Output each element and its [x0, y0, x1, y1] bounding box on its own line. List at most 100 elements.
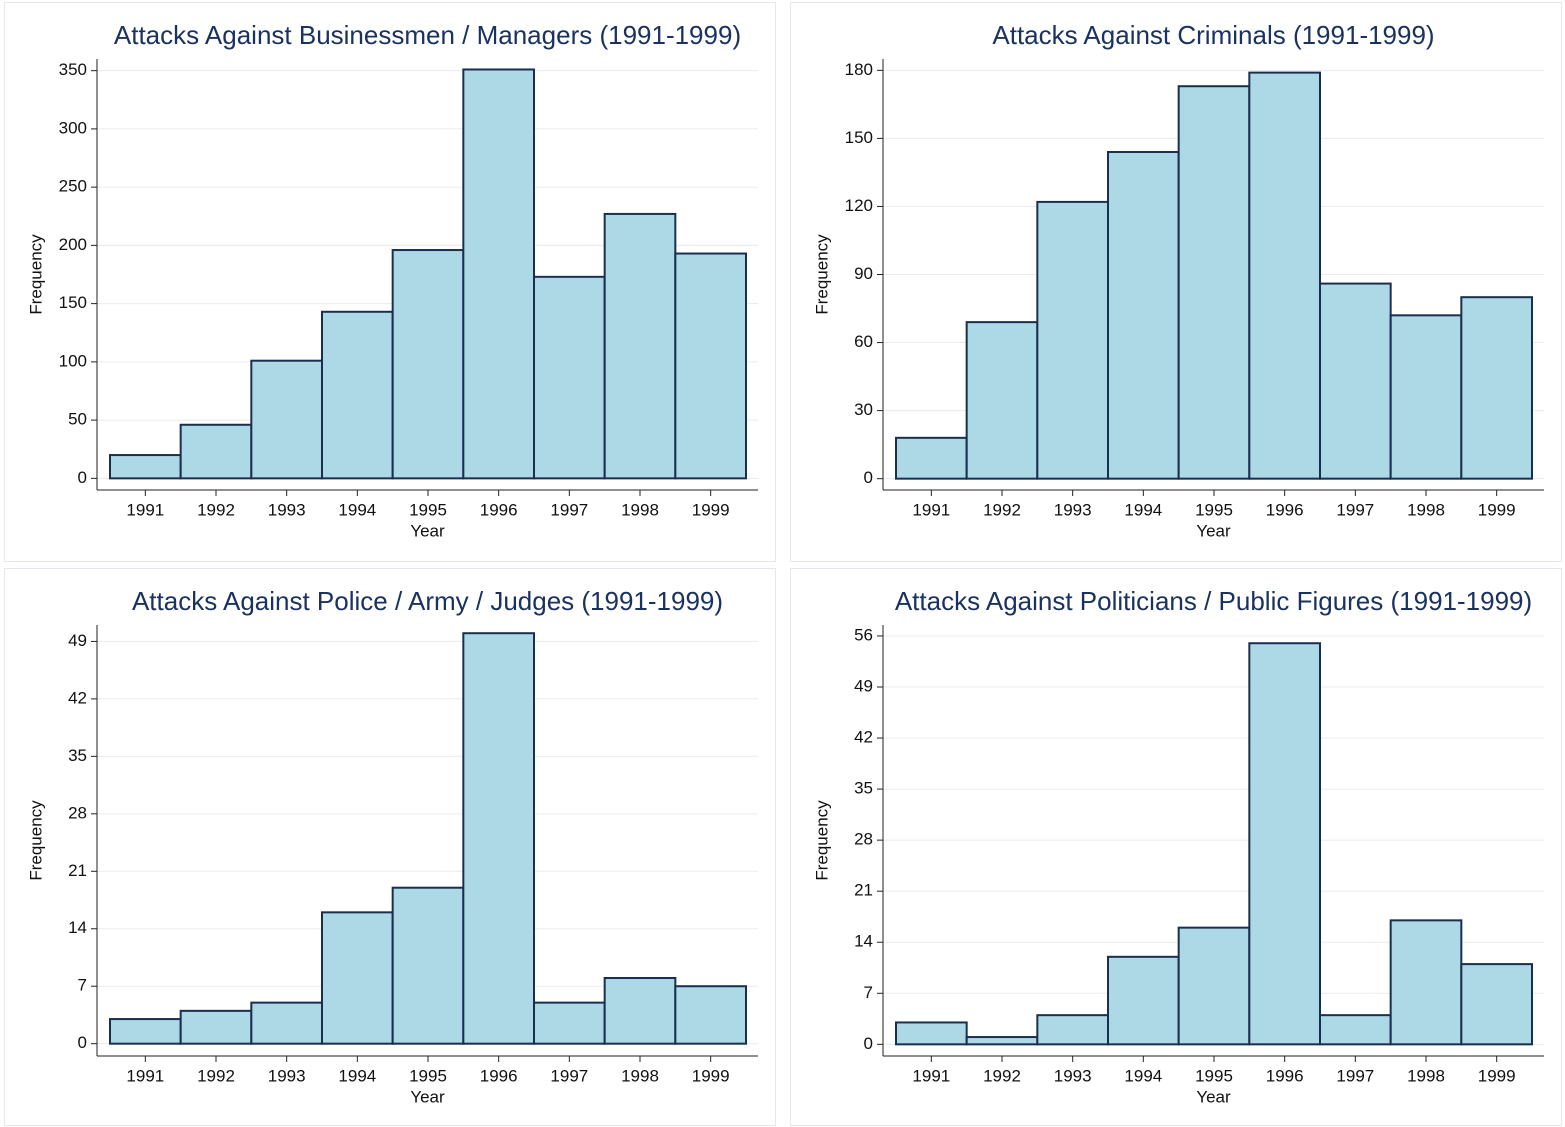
- bar: [1036, 1014, 1109, 1046]
- y-tick-label: 30: [854, 400, 873, 419]
- bar: [109, 454, 182, 480]
- bar: [895, 1021, 968, 1046]
- y-tick-label: 150: [845, 128, 873, 147]
- x-tick-label: 1997: [1336, 1066, 1374, 1085]
- y-tick-label: 42: [854, 728, 873, 747]
- x-tick-label: 1993: [1054, 500, 1092, 519]
- x-tick-label: 1992: [197, 1066, 235, 1085]
- bar: [1177, 85, 1251, 480]
- x-tick-label: 1993: [1054, 1066, 1092, 1085]
- x-tick-label: 1996: [1266, 500, 1304, 519]
- chart-title: Attacks Against Businessmen / Managers (…: [114, 20, 741, 50]
- y-tick-label: 120: [845, 196, 873, 215]
- bar: [391, 249, 465, 480]
- y-axis-label: Frequency: [26, 234, 45, 315]
- bar: [1248, 642, 1322, 1046]
- chart-panel: Attacks Against Businessmen / Managers (…: [4, 2, 776, 562]
- x-tick-label: 1996: [480, 1066, 518, 1085]
- bar: [462, 68, 536, 480]
- x-axis-label: Year: [410, 1087, 445, 1106]
- bar: [462, 632, 536, 1045]
- y-tick-label: 56: [854, 625, 873, 644]
- y-axis-label: Frequency: [812, 234, 831, 315]
- chart-title: Attacks Against Police / Army / Judges (…: [132, 586, 723, 616]
- bar: [895, 436, 968, 480]
- y-tick-label: 0: [78, 468, 87, 487]
- y-tick-label: 42: [68, 688, 87, 707]
- y-tick-label: 60: [854, 332, 873, 351]
- y-tick-label: 300: [59, 118, 87, 137]
- bar: [674, 252, 747, 480]
- bar: [1248, 71, 1322, 480]
- bar: [1460, 296, 1533, 480]
- bar: [965, 321, 1039, 480]
- bar: [1319, 1014, 1392, 1046]
- y-tick-label: 14: [68, 918, 87, 937]
- x-tick-label: 1994: [1124, 500, 1162, 519]
- y-tick-label: 28: [68, 803, 87, 822]
- bar: [109, 1018, 182, 1045]
- y-tick-label: 50: [68, 410, 87, 429]
- chart-title: Attacks Against Criminals (1991-1999): [992, 20, 1434, 50]
- x-tick-label: 1992: [983, 500, 1021, 519]
- x-tick-label: 1999: [1478, 500, 1516, 519]
- x-tick-label: 1999: [692, 500, 730, 519]
- bar: [674, 985, 747, 1045]
- x-tick-label: 1997: [1336, 500, 1374, 519]
- x-tick-label: 1994: [338, 1066, 376, 1085]
- x-tick-label: 1991: [912, 500, 950, 519]
- y-tick-label: 28: [854, 830, 873, 849]
- y-tick-label: 21: [854, 881, 873, 900]
- y-tick-label: 49: [854, 676, 873, 695]
- x-tick-label: 1991: [912, 1066, 950, 1085]
- bar: [391, 886, 465, 1045]
- y-tick-label: 0: [864, 1034, 873, 1053]
- x-tick-label: 1991: [126, 1066, 164, 1085]
- bar: [1107, 955, 1180, 1046]
- x-tick-label: 1996: [480, 500, 518, 519]
- x-tick-label: 1996: [1266, 1066, 1304, 1085]
- x-tick-label: 1992: [197, 500, 235, 519]
- x-tick-label: 1998: [1407, 500, 1445, 519]
- bar: [603, 212, 677, 480]
- y-tick-label: 49: [68, 631, 87, 650]
- x-tick-label: 1995: [1195, 1066, 1233, 1085]
- x-tick-label: 1993: [268, 500, 306, 519]
- chart-panel: Attacks Against Criminals (1991-1999) 0 30…: [790, 2, 1562, 562]
- bar: [179, 423, 253, 480]
- x-tick-label: 1998: [621, 500, 659, 519]
- bar: [1177, 926, 1251, 1046]
- x-tick-label: 1998: [621, 1066, 659, 1085]
- x-axis-label: Year: [410, 521, 445, 540]
- bar: [1319, 282, 1392, 480]
- x-tick-label: 1994: [1124, 1066, 1162, 1085]
- y-tick-label: 180: [845, 60, 873, 79]
- y-tick-label: 90: [854, 264, 873, 283]
- y-tick-label: 35: [68, 746, 87, 765]
- y-axis-label: Frequency: [26, 800, 45, 881]
- bar: [1036, 200, 1109, 480]
- x-tick-label: 1998: [1407, 1066, 1445, 1085]
- bar: [1107, 151, 1180, 480]
- bar: [250, 359, 323, 480]
- x-axis-label: Year: [1196, 1087, 1231, 1106]
- x-tick-label: 1999: [692, 1066, 730, 1085]
- bar: [321, 310, 394, 480]
- bar: [603, 977, 677, 1045]
- bar: [1460, 963, 1533, 1046]
- y-tick-label: 200: [59, 235, 87, 254]
- chart-panel: Attacks Against Police / Army / Judges (…: [4, 568, 776, 1126]
- x-tick-label: 1991: [126, 500, 164, 519]
- x-axis-label: Year: [1196, 521, 1231, 540]
- x-tick-label: 1995: [1195, 500, 1233, 519]
- x-tick-label: 1997: [550, 500, 588, 519]
- y-tick-label: 0: [864, 468, 873, 487]
- y-tick-label: 250: [59, 177, 87, 196]
- chart-panel: Attacks Against Politicians / Public Fig…: [790, 568, 1562, 1126]
- x-tick-label: 1992: [983, 1066, 1021, 1085]
- bar: [1389, 919, 1463, 1046]
- y-tick-label: 35: [854, 779, 873, 798]
- y-tick-label: 100: [59, 351, 87, 370]
- bar: [965, 1036, 1039, 1046]
